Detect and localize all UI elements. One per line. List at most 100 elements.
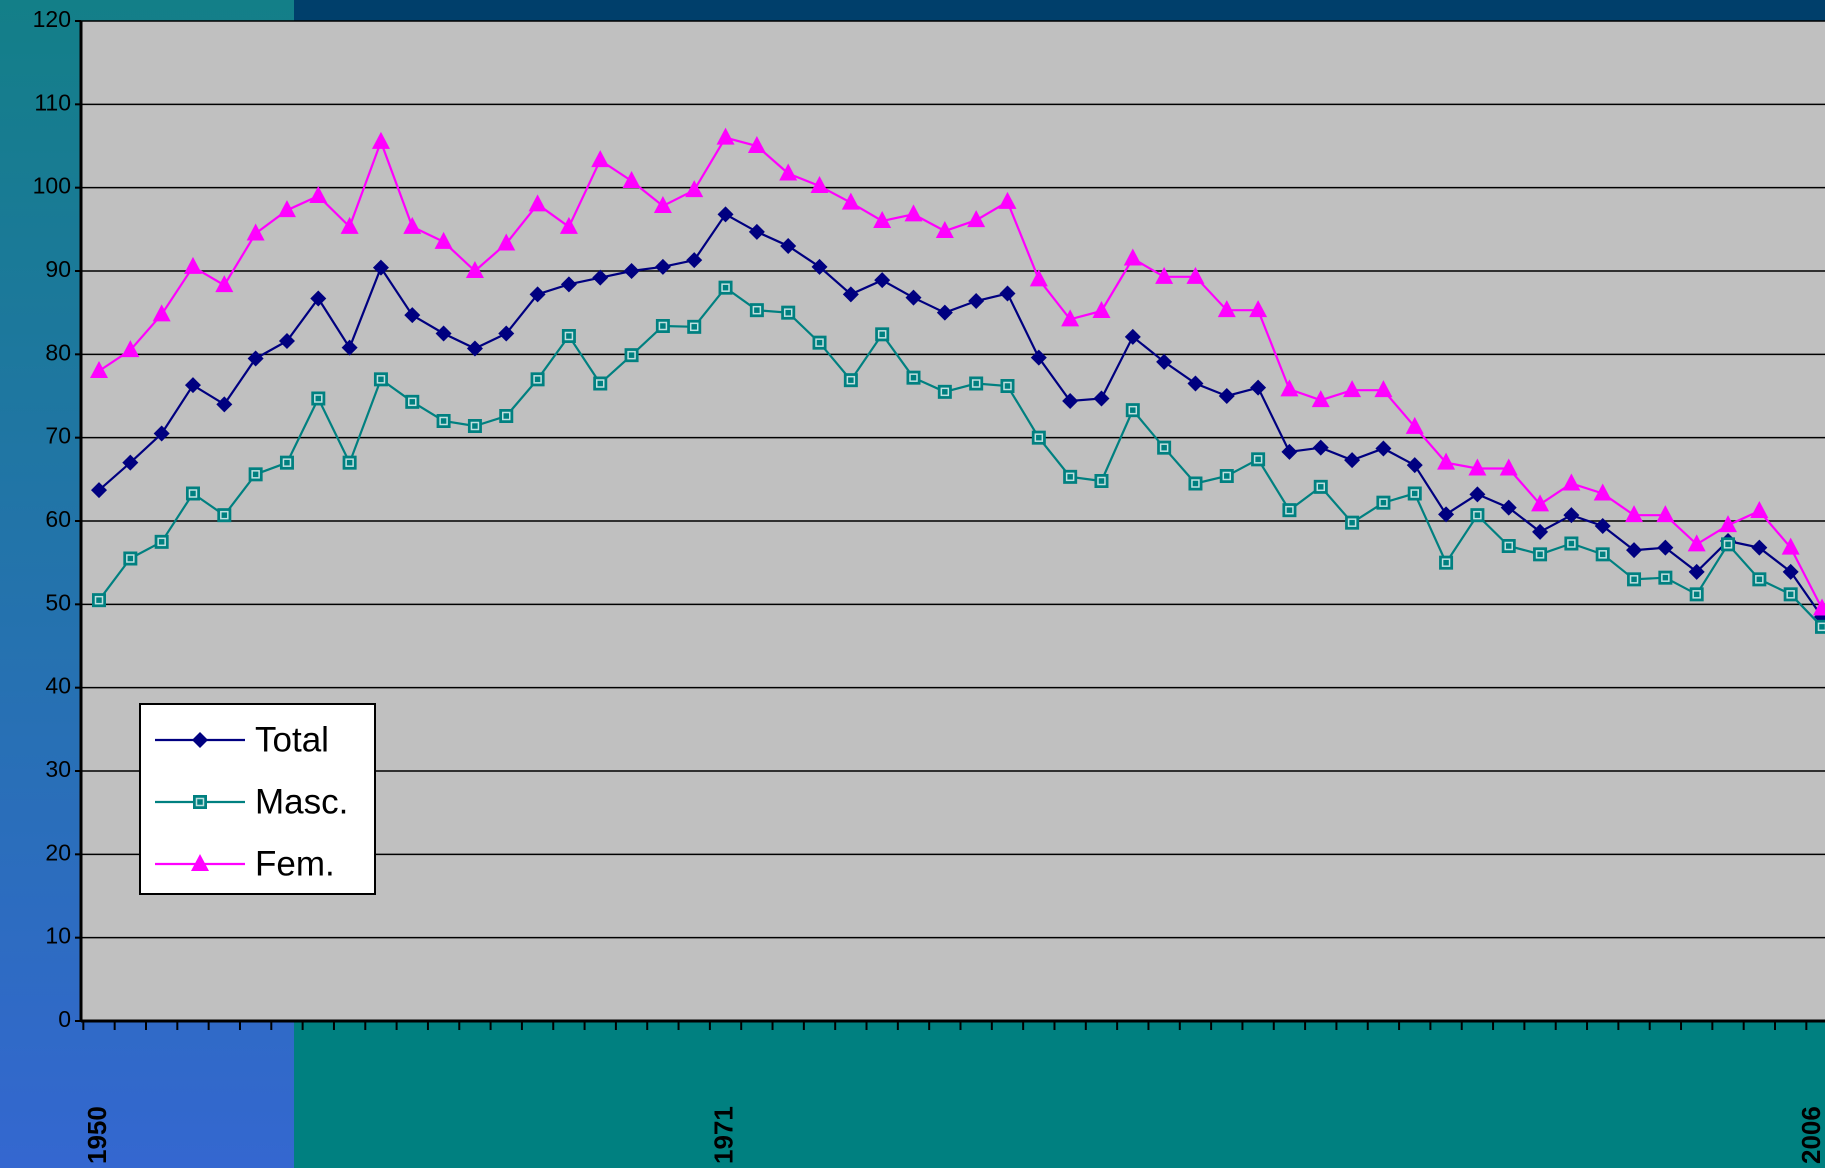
y-tick-label: 50 [45, 589, 71, 615]
marker-inner [909, 373, 918, 382]
marker-inner [1441, 558, 1451, 567]
marker [279, 455, 294, 470]
marker [1594, 518, 1611, 534]
marker [1094, 474, 1109, 488]
marker-inner [752, 305, 762, 315]
marker-square [624, 348, 639, 363]
marker [123, 551, 138, 566]
marker-square [1219, 469, 1234, 483]
marker [1813, 598, 1825, 616]
marker [591, 150, 610, 168]
marker-square [687, 319, 702, 334]
marker [528, 194, 547, 212]
marker [1249, 300, 1268, 318]
x-tick-label: 1971 [708, 1106, 738, 1164]
marker-inner [157, 537, 166, 547]
marker [371, 131, 390, 149]
marker-inner [1535, 550, 1545, 559]
marker [404, 307, 421, 324]
marker [435, 325, 452, 342]
marker [559, 216, 578, 234]
marker [498, 325, 515, 342]
marker [623, 263, 640, 279]
marker [278, 333, 295, 349]
marker [1781, 537, 1800, 555]
marker-square [193, 795, 207, 809]
marker-inner [1034, 433, 1044, 442]
marker [1000, 379, 1015, 393]
marker-square [1188, 476, 1203, 491]
marker-inner [1786, 590, 1795, 599]
marker [1438, 506, 1455, 523]
marker [843, 373, 858, 388]
marker-square [1031, 430, 1046, 445]
marker-square [373, 372, 388, 387]
marker-inner [783, 308, 793, 317]
marker [874, 272, 891, 289]
marker [1751, 539, 1768, 556]
marker-inner [721, 283, 730, 292]
marker [1218, 388, 1235, 404]
marker-square [1407, 486, 1422, 501]
marker-square [1721, 537, 1736, 552]
marker [466, 340, 483, 357]
marker [436, 414, 451, 428]
marker [1625, 505, 1644, 523]
marker-square [1752, 572, 1767, 587]
marker [216, 396, 233, 413]
y-tick-label: 90 [45, 256, 71, 282]
marker-square [1125, 403, 1140, 418]
marker-inner [1629, 575, 1639, 584]
marker [530, 372, 545, 387]
marker-inner [846, 375, 856, 385]
marker-square [1282, 503, 1297, 518]
marker [185, 486, 200, 501]
marker [1311, 390, 1330, 408]
marker-inner [971, 379, 981, 388]
marker [1219, 469, 1234, 483]
marker-inner [1347, 518, 1357, 527]
marker [968, 293, 985, 309]
marker [121, 340, 140, 358]
marker [92, 593, 106, 608]
marker-square [1251, 452, 1266, 467]
marker [1405, 416, 1424, 434]
marker-inner [251, 470, 260, 479]
marker-square [1313, 479, 1328, 494]
marker-inner [376, 375, 386, 384]
marker-inner [1504, 541, 1513, 551]
marker [1532, 523, 1549, 540]
marker [1187, 375, 1204, 392]
marker-inner [220, 510, 229, 520]
marker-square [1501, 539, 1516, 553]
marker-square [123, 551, 138, 566]
marker [191, 854, 209, 871]
marker [1312, 439, 1329, 456]
marker-square [781, 305, 796, 320]
marker-square [1345, 515, 1360, 530]
y-tick-label: 80 [45, 339, 71, 365]
marker-inner [658, 321, 668, 331]
marker-square [467, 419, 482, 433]
marker [217, 508, 232, 523]
marker-square [1094, 474, 1109, 488]
marker-square [1000, 379, 1015, 393]
marker-square [1689, 587, 1704, 602]
marker [310, 290, 327, 307]
marker [192, 732, 208, 748]
marker [1656, 505, 1675, 523]
legend-box [139, 703, 376, 895]
marker-square [248, 467, 263, 482]
marker [311, 391, 326, 406]
marker-inner [1723, 540, 1733, 549]
marker-square [718, 280, 733, 295]
marker [937, 384, 952, 399]
y-tick-label: 60 [45, 506, 71, 532]
marker [467, 419, 482, 433]
marker [906, 370, 921, 385]
marker [90, 361, 108, 378]
marker-square [311, 391, 326, 406]
marker [152, 304, 171, 322]
marker-inner [1003, 381, 1012, 391]
marker [842, 286, 859, 303]
